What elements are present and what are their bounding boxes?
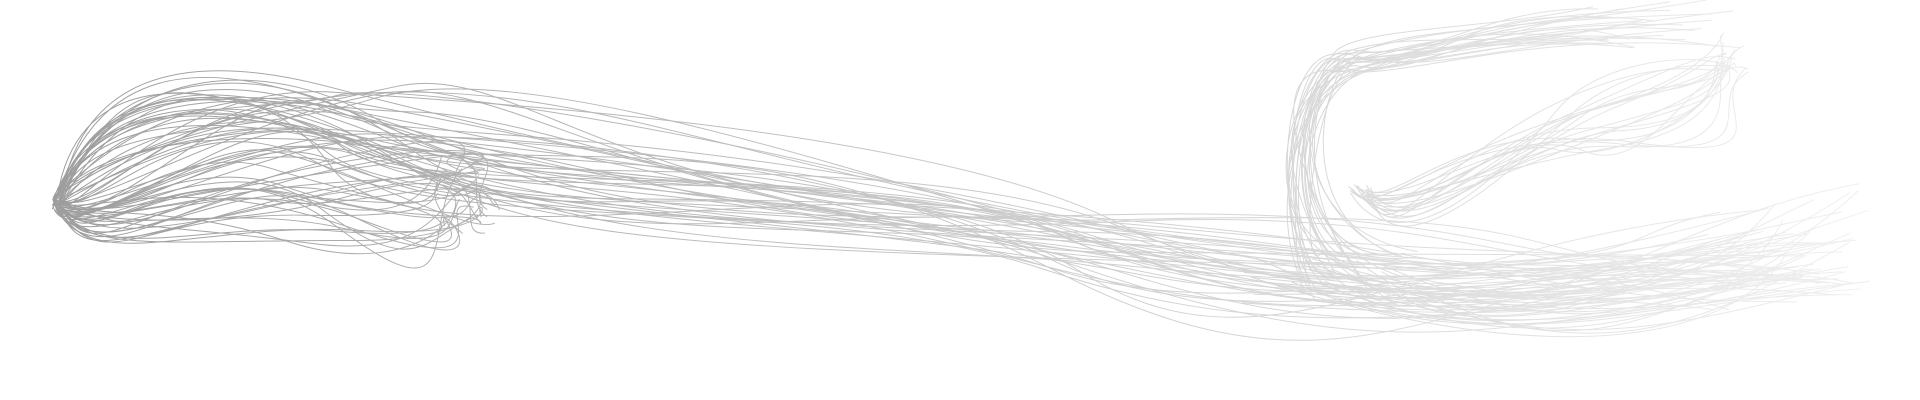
wave-line [60,101,1762,269]
wave-line [1366,42,1724,193]
wave-line [1349,59,1729,223]
wave-line [60,149,489,234]
wave-line [1291,281,1867,325]
wave-line [61,175,480,233]
wave-line [1308,13,1713,249]
wave-line [58,136,1783,302]
wave-line [1253,239,1857,295]
wave-line [60,127,1746,280]
wave-line [1353,66,1749,194]
wave-line [53,115,1807,285]
wave-line [1356,260,1841,310]
wave-line [1306,183,1860,301]
wave-line [1366,58,1725,208]
wave-line [1284,269,1820,290]
wave-line [60,130,1797,303]
wave-line [57,175,486,234]
wave-line [57,99,1787,319]
wave-line [58,160,485,242]
wave-line [54,168,463,269]
wave-line [1303,271,1846,321]
wave-line [1349,62,1731,201]
wave-line [60,141,1786,319]
wave-line [55,77,1737,277]
wave-line [1365,59,1724,215]
wave-line [59,155,479,238]
wave-line [1369,64,1738,227]
wave-line [53,108,1721,293]
wave-line [1331,241,1850,334]
wave-line [61,82,1821,283]
wave-line [54,154,488,233]
wave-line [1288,8,1599,291]
wave-line [1367,67,1747,218]
wave-line [1304,28,1702,258]
wave-line [1365,71,1750,198]
wave-line [1356,62,1737,204]
wave-line [58,92,1746,298]
wave-line [52,172,443,238]
wave-line [56,139,1709,266]
wave-line [1361,61,1720,212]
wave-line [57,178,441,243]
wave-line [1292,16,1654,302]
wave-line [61,90,1796,278]
wave-line [53,109,1820,278]
wave-line [1309,43,1634,257]
wave-line [52,110,1776,277]
wave-line [1253,203,1776,299]
wave-line [56,147,1812,293]
wave-line [55,182,482,225]
wave-line [58,151,1766,289]
wave-line [1303,265,1854,293]
wave-line [1366,32,1724,199]
wave-line [1250,254,1787,338]
wave-line [58,161,443,234]
wave-line [1401,263,1787,299]
wave-line [1367,67,1728,200]
wave-line [60,198,460,239]
wave-line [1348,277,1846,331]
wave-line [1352,35,1723,198]
wave-line [1286,42,1607,292]
wave-line [52,196,483,244]
wave-line [1342,288,1861,325]
wave-line [58,97,1764,258]
wave-line [1312,38,1608,257]
wave-line [1312,258,1821,301]
wave-line [55,193,453,243]
wave-line [52,82,1769,280]
wave-line [1273,276,1803,308]
wave-line [54,187,482,243]
wave-line [53,113,1842,277]
wave-line [61,188,479,224]
wave-line [57,156,462,214]
wave-line [58,184,491,247]
wave-line [1288,8,1623,247]
wave-line [1225,264,1799,297]
wave-line [62,102,1726,294]
line-group [51,0,1871,341]
wave-line [1290,17,1623,273]
wave-line [1370,53,1727,204]
wave-line [1255,255,1805,329]
wave-line [1343,199,1815,316]
wave-line [1304,33,1636,264]
wave-line [1288,37,1686,271]
wave-line [1241,190,1859,313]
wave-line [58,98,1766,257]
wave-line [59,94,1838,296]
wave-line [1308,35,1718,253]
wave-line [1355,65,1731,219]
wave-line [55,205,464,239]
wave-line [1361,57,1733,201]
wave-line [53,91,1730,311]
